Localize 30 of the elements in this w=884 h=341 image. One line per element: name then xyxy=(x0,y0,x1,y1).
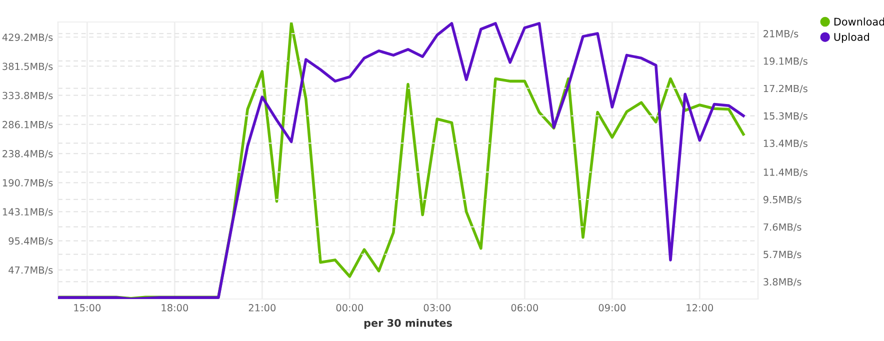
y2-tick-label: 15.3MB/s xyxy=(764,112,808,120)
legend-label: Upload xyxy=(834,32,869,43)
x-tick-label: 00:00 xyxy=(336,304,364,312)
y2-tick-label: 9.5MB/s xyxy=(763,196,802,204)
y2-tick-label: 3.8MB/s xyxy=(764,278,802,286)
y-tick-label: 143.1MB/s xyxy=(2,208,53,216)
y-tick-label: 286.1MB/s xyxy=(2,120,53,130)
y2-tick-label: 7.6MB/s xyxy=(764,223,802,232)
y-tick-label: 95.4MB/s xyxy=(8,237,53,246)
x-tick-label: 15:00 xyxy=(74,304,101,312)
y2-tick-label: 13.4MB/s xyxy=(764,140,808,148)
y2-tick-label: 17.2MB/s xyxy=(764,84,808,93)
y-tick-label: 47.7MB/s xyxy=(8,266,53,274)
x-axis-title: per 30 minutes xyxy=(364,318,452,329)
legend-label: Download xyxy=(834,18,884,26)
y2-tick-label: 5.7MB/s xyxy=(764,250,802,259)
x-tick-label: 18:00 xyxy=(162,304,188,312)
x-tick-label: 09:00 xyxy=(598,304,626,312)
y-tick-label: 190.7MB/s xyxy=(2,179,53,188)
x-tick-label: 12:00 xyxy=(686,304,714,312)
y2-tick-label: 19.1MB/s xyxy=(764,57,808,66)
x-tick-label: 21:00 xyxy=(248,304,276,312)
x-tick-label: 03:00 xyxy=(424,304,451,312)
x-tick-label: 06:00 xyxy=(511,304,538,312)
y-tick-label: 333.8MB/s xyxy=(2,92,53,100)
y2-tick-label: 11.4MB/s xyxy=(764,168,808,177)
y2-tick-label: 21MB/s xyxy=(764,30,798,38)
y-tick-label: 238.4MB/s xyxy=(2,150,53,158)
y-tick-label: 429.2MB/s xyxy=(2,34,53,42)
y-tick-label: 381.5MB/s xyxy=(2,62,53,71)
